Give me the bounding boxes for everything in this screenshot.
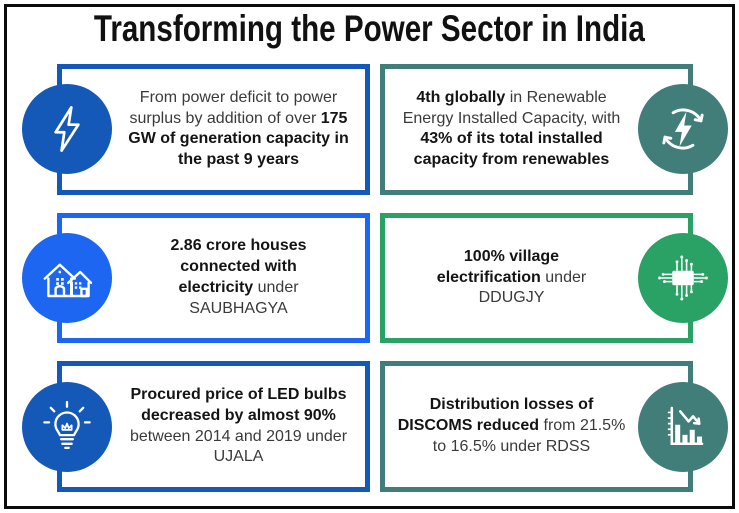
- card-saubhagya-electrification: 2.86 crore houses connected with electri…: [22, 212, 370, 344]
- card-text: 4th globally in Renewable Energy Install…: [402, 88, 621, 169]
- card-rdss-discom-losses: Distribution losses of DISCOMS reduced f…: [380, 361, 728, 492]
- cards-grid: From power deficit to power surplus by a…: [22, 64, 728, 492]
- renewable-energy-icon: [638, 84, 728, 175]
- circuit-chip-icon: [638, 232, 728, 323]
- card-generation-capacity: From power deficit to power surplus by a…: [22, 64, 370, 195]
- card-text: 100% village electrification under DDUGJ…: [436, 247, 587, 307]
- light-bulb-icon: [22, 381, 112, 472]
- houses-electrified-icon: [22, 232, 112, 323]
- page-title-text: Transforming the Power Sector in India: [93, 8, 645, 49]
- card-renewable-capacity: 4th globally in Renewable Energy Install…: [380, 64, 728, 195]
- lightning-bolt-icon: [22, 84, 112, 175]
- card-text: From power deficit to power surplus by a…: [128, 88, 349, 169]
- card-ujala-led-price: Procured price of LED bulbs decreased by…: [22, 361, 370, 492]
- card-ddugjy-village-electrification: 100% village electrification under DDUGJ…: [380, 212, 728, 344]
- declining-bar-chart-icon: [638, 381, 728, 472]
- card-text: Procured price of LED bulbs decreased by…: [129, 386, 348, 466]
- card-text: Distribution losses of DISCOMS reduced f…: [397, 396, 626, 456]
- card-text: 2.86 crore houses connected with electri…: [170, 237, 307, 317]
- page-title: Transforming the Power Sector in India: [0, 8, 739, 50]
